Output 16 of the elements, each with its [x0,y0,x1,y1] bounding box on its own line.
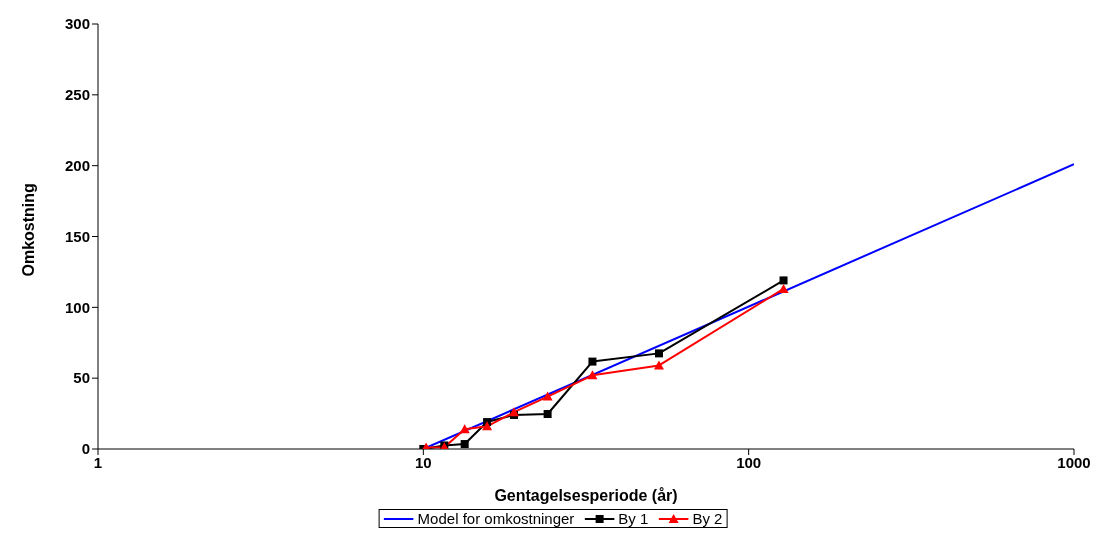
x-tick-label: 1 [93,453,103,471]
y-tick-label: 150 [64,227,90,245]
legend-label: Model for omkostninger [417,510,575,527]
y-tick-label: 200 [64,156,90,174]
x-tick-label: 1000 [1057,453,1091,471]
y-tick-label: 50 [73,369,90,387]
y-tick-label: 300 [64,15,90,33]
x-tick-label: 10 [414,453,432,471]
legend-label: By 1 [618,510,649,527]
y-tick-label: 100 [64,298,90,316]
y-tick-label: 250 [64,86,90,104]
x-tick-label: 100 [736,453,762,471]
y-tick-label: 0 [81,440,90,458]
legend-label: By 2 [692,510,723,527]
y-axis-title: Omkostning [19,183,37,277]
x-axis-title: Gentagelsesperiode (år) [494,487,678,504]
